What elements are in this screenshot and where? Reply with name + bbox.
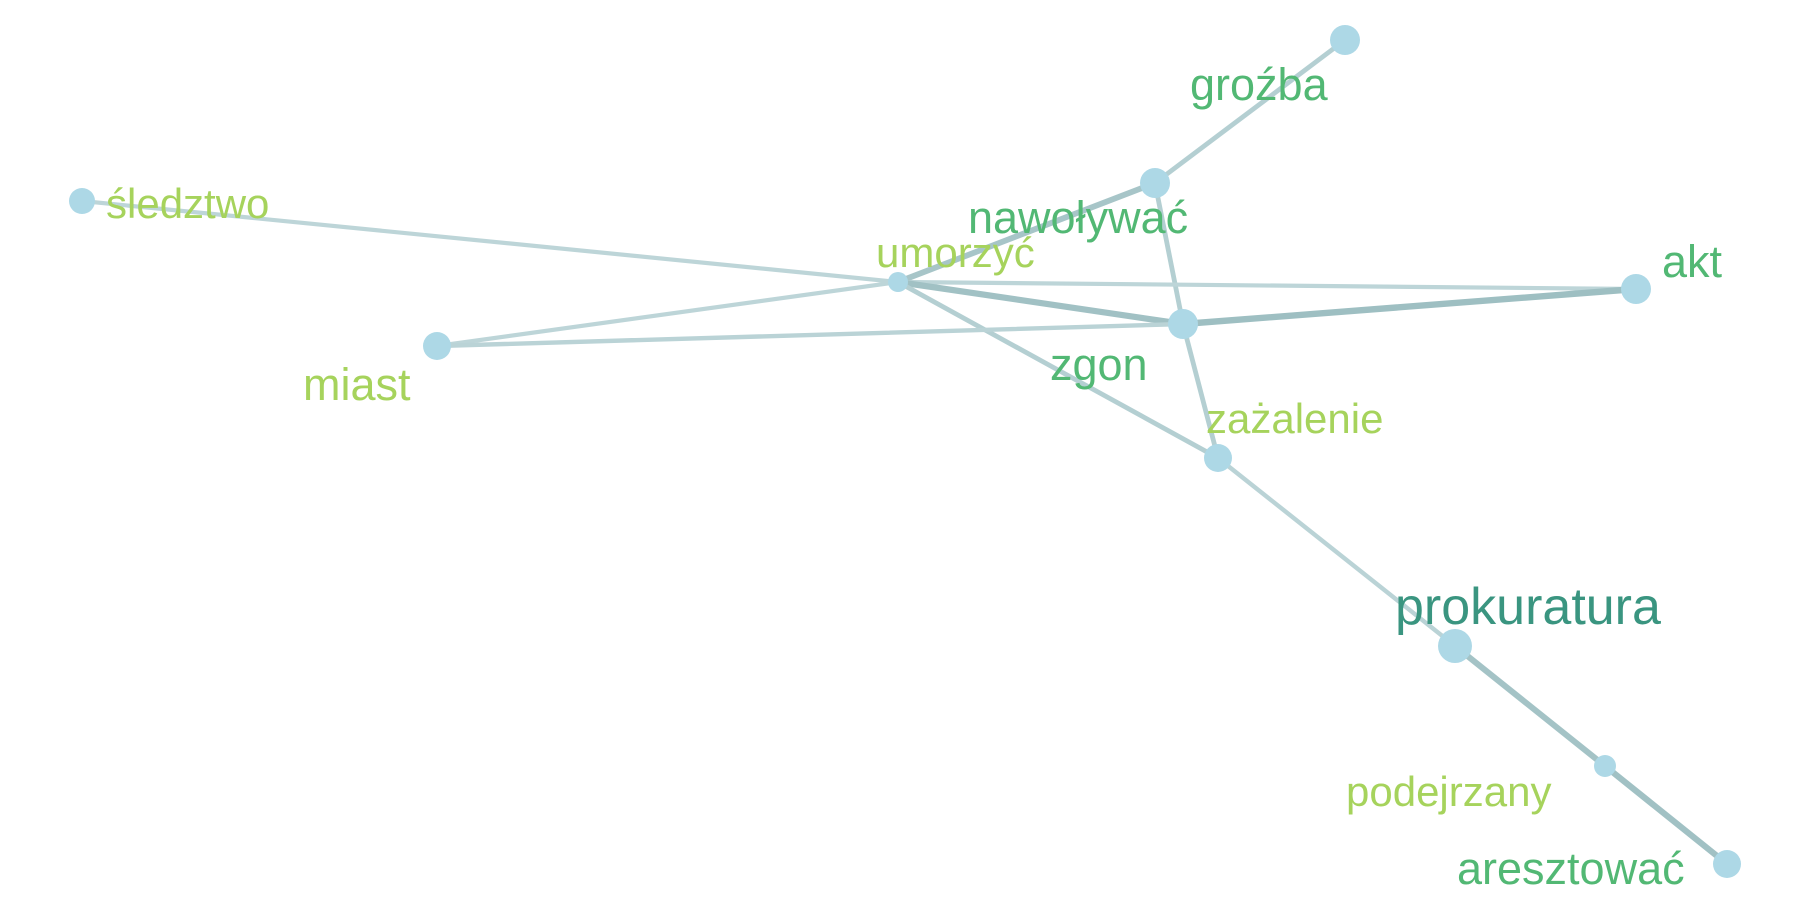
edge-zgon-akt [1179,285,1640,328]
labels-layer: groźba nawoływać śledztwo umorzyć akt zgon mia… [106,59,1723,894]
node-akt[interactable] [1621,274,1651,304]
node-podejrzany[interactable] [1594,755,1616,777]
edge-zgon-miast [434,321,1186,349]
node-miast[interactable] [423,332,451,360]
node-label-zazalenie: zażalenie [1206,395,1383,442]
edge-nawolywac-umorzyc [895,180,1158,285]
edge-zgon-zazalenie [1180,321,1221,461]
edge-prokuratura-podejrzany [1452,643,1608,769]
node-label-grozba: groźba [1190,59,1329,110]
edge-umorzyc-miast [434,279,901,349]
node-zazalenie[interactable] [1204,444,1232,472]
edges-layer [79,37,1731,868]
edge-zazalenie-prokuratura [1215,455,1458,649]
node-label-akt: akt [1662,236,1723,287]
edge-sledztwo-umorzyc [79,198,901,285]
node-label-zgon: zgon [1050,339,1148,390]
node-label-nawolywac: nawoływać [968,192,1188,243]
node-zgon[interactable] [1168,309,1198,339]
edge-nawolywac-zgon [1152,180,1186,327]
node-label-sledztwo: śledztwo [106,180,269,227]
edge-umorzyc-akt [895,279,1639,292]
node-label-aresztowac: aresztować [1457,843,1685,894]
node-label-prokuratura: prokuratura [1395,578,1661,636]
edge-podejrzany-aresztowac [1601,762,1731,868]
node-aresztowac[interactable] [1713,850,1741,878]
node-label-miast: miast [303,359,411,410]
nodes-layer [69,25,1741,878]
edge-umorzyc-zazalenie [895,279,1221,461]
node-grozba[interactable] [1330,25,1360,55]
edge-grozba-nawolywac [1152,37,1348,186]
node-label-umorzyc: umorzyć [876,229,1035,276]
node-nawolywac[interactable] [1140,168,1170,198]
node-label-podejrzany: podejrzany [1346,768,1551,815]
edge-umorzyc-zgon [894,278,1187,328]
node-prokuratura[interactable] [1438,629,1472,663]
node-sledztwo[interactable] [69,188,95,214]
node-umorzyc[interactable] [888,272,908,292]
